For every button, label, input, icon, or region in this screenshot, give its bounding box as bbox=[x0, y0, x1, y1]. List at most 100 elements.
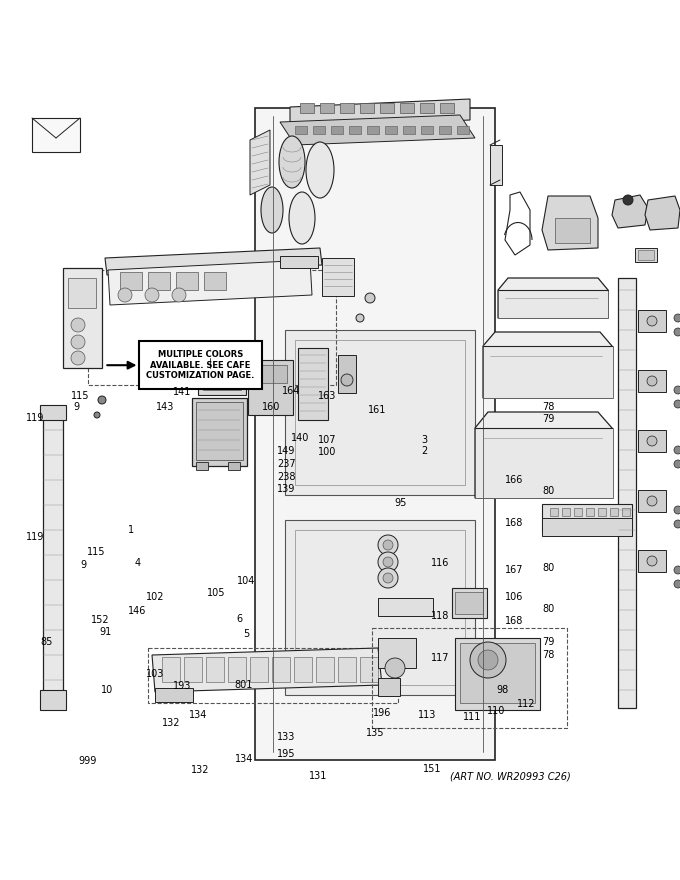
Polygon shape bbox=[290, 99, 470, 128]
Text: 167: 167 bbox=[505, 565, 523, 576]
Polygon shape bbox=[152, 648, 382, 692]
Bar bbox=[498, 290, 608, 318]
Bar bbox=[196, 462, 208, 470]
Bar bbox=[148, 648, 398, 703]
Circle shape bbox=[378, 552, 398, 572]
Bar bbox=[280, 256, 318, 268]
Bar bbox=[367, 126, 379, 134]
Bar bbox=[203, 350, 241, 368]
Text: 160: 160 bbox=[262, 401, 280, 412]
Bar bbox=[250, 657, 268, 682]
Bar bbox=[313, 126, 325, 134]
Bar bbox=[320, 103, 334, 113]
Polygon shape bbox=[475, 412, 612, 498]
Circle shape bbox=[118, 288, 132, 302]
Polygon shape bbox=[32, 118, 80, 152]
Text: 135: 135 bbox=[366, 728, 384, 738]
Bar bbox=[360, 657, 378, 682]
Text: 999: 999 bbox=[78, 756, 97, 766]
Circle shape bbox=[356, 314, 364, 322]
Bar bbox=[378, 598, 433, 616]
Bar bbox=[206, 657, 224, 682]
Text: 80: 80 bbox=[543, 486, 555, 496]
Text: 111: 111 bbox=[463, 712, 482, 722]
Bar bbox=[120, 272, 142, 290]
Text: 168: 168 bbox=[505, 517, 523, 528]
Bar bbox=[176, 272, 198, 290]
Text: 107: 107 bbox=[318, 435, 337, 445]
Bar bbox=[440, 103, 454, 113]
Text: 146: 146 bbox=[128, 605, 146, 616]
Polygon shape bbox=[40, 690, 66, 710]
Text: 141: 141 bbox=[173, 386, 192, 397]
Circle shape bbox=[647, 556, 657, 566]
Circle shape bbox=[71, 335, 85, 349]
Text: 149: 149 bbox=[277, 445, 296, 456]
Text: 3: 3 bbox=[422, 435, 428, 445]
Bar bbox=[228, 462, 240, 470]
Text: 9: 9 bbox=[73, 402, 80, 413]
Circle shape bbox=[647, 496, 657, 506]
Bar bbox=[378, 678, 400, 696]
Bar bbox=[638, 370, 666, 392]
Text: 134: 134 bbox=[189, 709, 207, 720]
Text: 132: 132 bbox=[191, 765, 210, 775]
Bar bbox=[295, 340, 465, 485]
Circle shape bbox=[623, 195, 633, 205]
Text: 113: 113 bbox=[418, 710, 437, 721]
Text: (ART NO. WR20993 C26): (ART NO. WR20993 C26) bbox=[449, 771, 571, 781]
Bar bbox=[360, 103, 374, 113]
Bar bbox=[378, 638, 416, 668]
Text: 139: 139 bbox=[277, 484, 296, 495]
Bar bbox=[295, 530, 465, 685]
Bar bbox=[298, 348, 328, 420]
Bar bbox=[322, 258, 354, 296]
Circle shape bbox=[378, 535, 398, 555]
Polygon shape bbox=[250, 130, 270, 195]
Text: 103: 103 bbox=[146, 669, 165, 679]
Text: 132: 132 bbox=[162, 718, 180, 729]
Text: MULTIPLE COLORS
AVAILABLE. SEE CAFE
CUSTOMIZATION PAGE.: MULTIPLE COLORS AVAILABLE. SEE CAFE CUST… bbox=[146, 350, 255, 380]
Text: 116: 116 bbox=[431, 558, 450, 568]
Text: 140: 140 bbox=[291, 433, 309, 444]
Bar bbox=[555, 218, 590, 243]
Polygon shape bbox=[108, 260, 312, 305]
Text: 105: 105 bbox=[207, 588, 226, 598]
Bar bbox=[338, 657, 356, 682]
Circle shape bbox=[674, 328, 680, 336]
Bar bbox=[638, 250, 654, 260]
Circle shape bbox=[478, 650, 498, 670]
Circle shape bbox=[71, 351, 85, 365]
Bar bbox=[340, 103, 354, 113]
Bar bbox=[285, 330, 475, 495]
Text: 104: 104 bbox=[237, 576, 255, 586]
Circle shape bbox=[674, 400, 680, 408]
Text: 143: 143 bbox=[156, 402, 175, 413]
Circle shape bbox=[674, 446, 680, 454]
Text: 164: 164 bbox=[282, 385, 301, 396]
Bar bbox=[255, 108, 495, 760]
Circle shape bbox=[94, 412, 100, 418]
Bar bbox=[598, 508, 606, 516]
Text: 134: 134 bbox=[235, 753, 253, 764]
Bar bbox=[331, 126, 343, 134]
Text: 152: 152 bbox=[91, 615, 110, 626]
Circle shape bbox=[647, 436, 657, 446]
Bar bbox=[586, 508, 594, 516]
Circle shape bbox=[674, 506, 680, 514]
Polygon shape bbox=[542, 196, 598, 250]
Bar bbox=[638, 490, 666, 512]
Circle shape bbox=[71, 318, 85, 332]
Text: 238: 238 bbox=[277, 472, 296, 482]
Bar bbox=[475, 428, 613, 498]
Text: 166: 166 bbox=[505, 474, 523, 485]
Circle shape bbox=[470, 642, 506, 678]
Text: 118: 118 bbox=[431, 611, 450, 621]
Bar bbox=[638, 430, 666, 452]
Bar bbox=[184, 657, 202, 682]
Bar bbox=[139, 341, 262, 389]
Polygon shape bbox=[612, 195, 648, 228]
Text: 110: 110 bbox=[487, 706, 506, 716]
Bar bbox=[300, 103, 314, 113]
Bar bbox=[542, 518, 632, 536]
